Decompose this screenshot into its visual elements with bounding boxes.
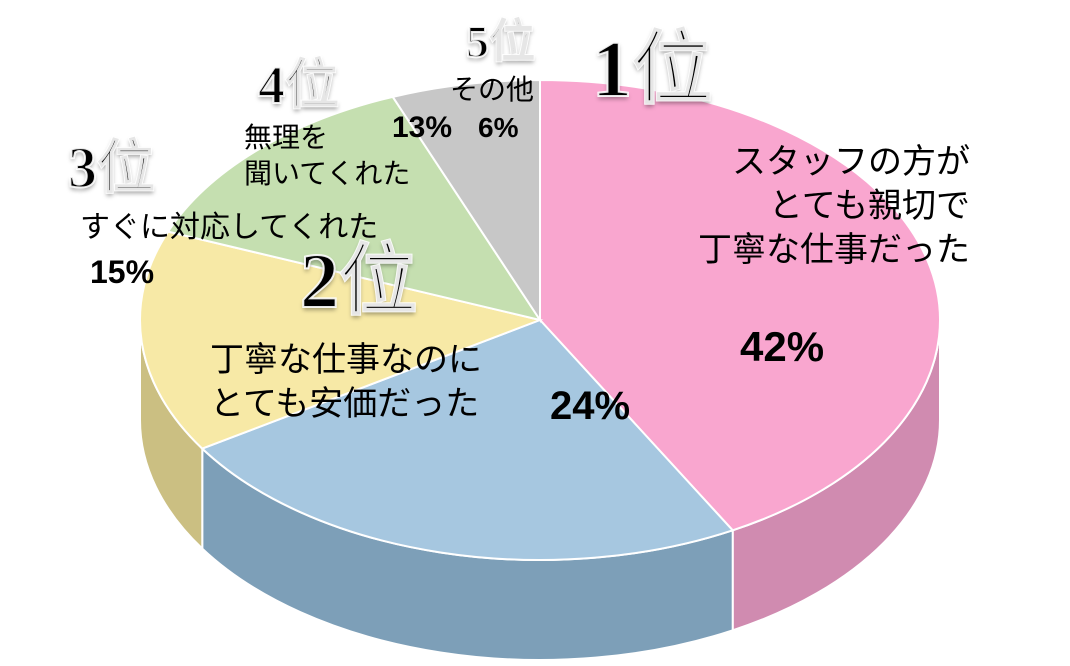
- rank-2-pct: 24%: [550, 380, 630, 432]
- pie-chart-3d: 1位 スタッフの方が とても親切で 丁寧な仕事だった 42% 2位 丁寧な仕事な…: [0, 0, 1070, 666]
- rank-1: 1位: [592, 18, 712, 122]
- rank-5-desc: その他: [450, 72, 534, 108]
- rank-2-desc: 丁寧な仕事なのに とても安価だった: [210, 338, 482, 426]
- rank-3-desc: すぐに対応してくれた: [80, 208, 378, 247]
- rank-4: 4位: [258, 50, 339, 120]
- rank-1-desc: スタッフの方が とても親切で 丁寧な仕事だった: [590, 140, 970, 273]
- rank-5-pct: 6%: [478, 110, 518, 146]
- rank-3: 3位: [68, 130, 155, 205]
- rank-5: 5位: [466, 12, 535, 72]
- rank-3-pct: 15%: [90, 252, 154, 294]
- rank-4-pct: 13%: [392, 108, 452, 147]
- pie-svg: [0, 0, 1070, 666]
- rank-4-desc: 無理を 聞いてくれた: [244, 120, 410, 193]
- rank-1-pct: 42%: [740, 320, 824, 375]
